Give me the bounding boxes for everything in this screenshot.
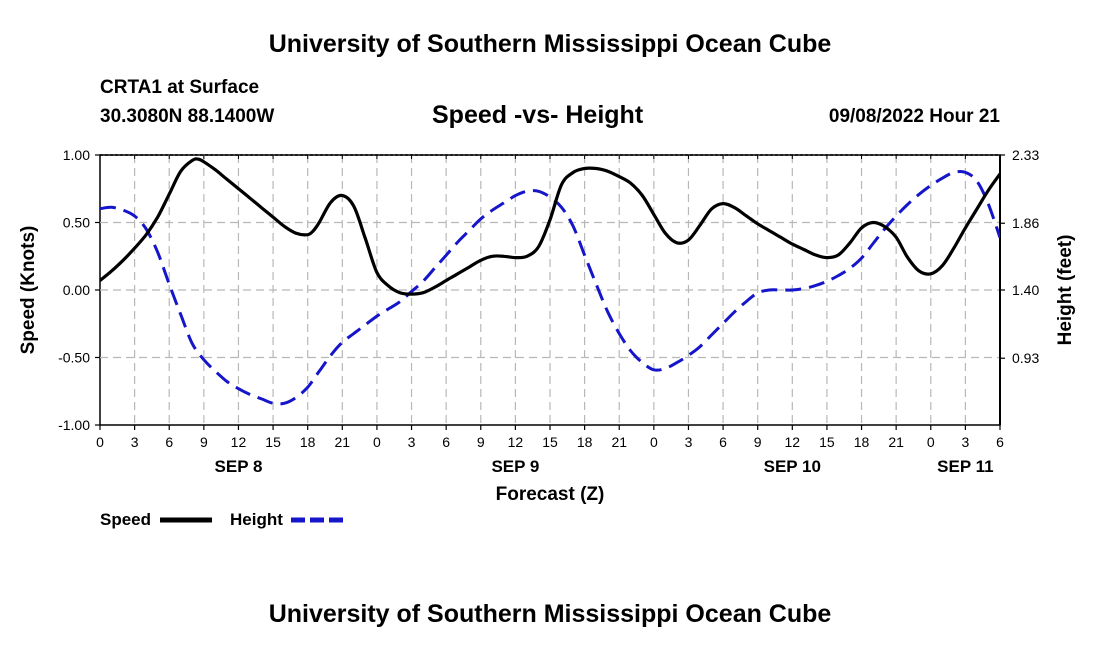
x-tick-label: 6 (719, 434, 727, 450)
y-tick-label: 1.00 (63, 147, 90, 163)
x-tick-label: 6 (442, 434, 450, 450)
x-tick-label: 21 (335, 434, 351, 450)
x-tick-label: 12 (508, 434, 524, 450)
x-tick-label: 18 (854, 434, 870, 450)
chart-subtitle: Speed -vs- Height (432, 101, 644, 129)
y2-tick-label: 1.86 (1012, 215, 1039, 231)
x-tick-label: 3 (685, 434, 693, 450)
y2-axis-title: Height (feet) (1055, 235, 1076, 346)
x-tick-label: 0 (373, 434, 381, 450)
legend: Speed Height (100, 510, 343, 529)
x-tick-label: 9 (200, 434, 208, 450)
x-tick-label: 0 (650, 434, 658, 450)
footer-title: University of Southern Mississippi Ocean… (268, 600, 832, 628)
y-tick-label: 0.00 (63, 282, 90, 298)
x-tick-label: 3 (408, 434, 416, 450)
x-tick-label: 15 (542, 434, 558, 450)
y2-tick-label: 1.40 (1012, 282, 1039, 298)
x-tick-label: 3 (131, 434, 139, 450)
station-name: CRTA1 at Surface (100, 77, 260, 98)
x-tick-label: 21 (611, 434, 627, 450)
series-line-speed (100, 157, 1000, 296)
x-tick-label: 18 (577, 434, 593, 450)
x-tick-label: 15 (265, 434, 281, 450)
x-tick-label: 9 (477, 434, 485, 450)
series-line-height (100, 170, 1000, 406)
axes: 0 3 6 9 12 15 18 21 0 3 6 9 12 15 18 21 0 3 6 9 12 15 18 21 0 3 6S… (58, 147, 1039, 476)
x-tick-label: 0 (927, 434, 935, 450)
x-axis-title: Forecast (Z) (496, 484, 605, 505)
x-tick-label: 18 (300, 434, 316, 450)
y-tick-label: -1.00 (58, 417, 90, 433)
series (100, 157, 1000, 406)
y-tick-label: -0.50 (58, 350, 90, 366)
x-date-label: SEP 8 (215, 457, 263, 476)
x-tick-label: 9 (754, 434, 762, 450)
y2-tick-label: 0.93 (1012, 350, 1039, 366)
x-tick-label: 12 (231, 434, 247, 450)
x-date-label: SEP 9 (491, 457, 539, 476)
x-tick-label: 6 (996, 434, 1004, 450)
legend-label-speed: Speed (100, 510, 151, 529)
station-coordinates: 30.3080N 88.1400W (100, 106, 275, 127)
x-tick-label: 3 (961, 434, 969, 450)
grid (100, 155, 1000, 425)
x-date-label: SEP 11 (937, 457, 993, 476)
y-tick-label: 0.50 (63, 215, 90, 231)
y2-tick-label: 2.33 (1012, 147, 1039, 163)
x-tick-label: 15 (819, 434, 835, 450)
issue-time: 09/08/2022 Hour 21 (828, 106, 1000, 127)
x-tick-label: 21 (888, 434, 904, 450)
legend-label-height: Height (230, 510, 283, 529)
x-tick-label: 6 (165, 434, 173, 450)
x-tick-label: 12 (785, 434, 801, 450)
x-date-label: SEP 10 (764, 457, 821, 476)
x-tick-label: 0 (96, 434, 104, 450)
y-axis-title: Speed (Knots) (18, 226, 39, 355)
chart-title: University of Southern Mississippi Ocean… (268, 30, 832, 58)
